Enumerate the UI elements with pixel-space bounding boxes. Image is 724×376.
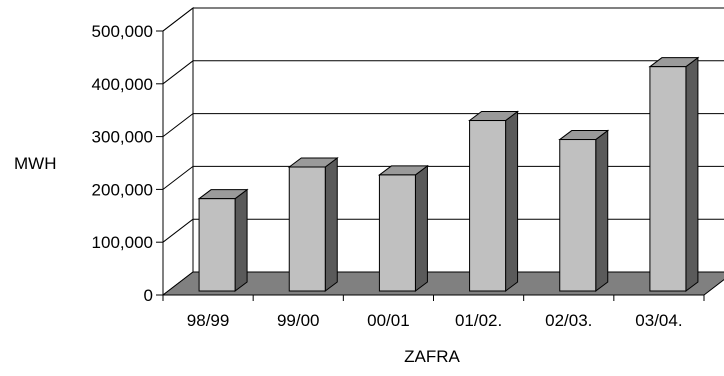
x-tick-label: 00/01 [367,311,410,330]
bar [558,129,610,292]
gridline-wall [162,166,194,190]
y-axis-title: MWH [14,154,56,173]
bar-front [198,198,236,292]
x-tick-label: 03/04. [635,311,682,330]
bar [377,164,429,292]
bar [197,188,249,292]
y-tick-label: 400,000 [92,75,153,94]
bar-front [378,174,416,292]
bar [648,56,700,292]
x-axis-tick-labels: 98/99 99/00 00/01 01/02. 02/03. 03/04. [187,311,683,330]
x-tick-label: 01/02. [455,311,502,330]
y-tick-label: 100,000 [92,233,153,252]
x-tick-label: 98/99 [187,311,230,330]
x-tick-label: 02/03. [545,311,592,330]
bar-side [685,56,699,292]
gridline-wall [162,113,194,137]
bars [197,56,700,293]
gridline-wall [162,218,194,243]
y-tick-label: 300,000 [92,128,153,147]
y-tick-label: 200,000 [92,180,153,199]
bar-side [595,129,609,292]
chart-walls [162,6,194,297]
left-wall [162,6,194,297]
y-axis-tick-labels: 0 100,000 200,000 300,000 400,000 500,000 [92,22,153,305]
gridlines [162,7,724,243]
bar [287,157,339,292]
x-tick-label: 99/00 [277,311,320,330]
bar-front [559,139,597,292]
bar-front [649,66,687,292]
bar [468,110,520,293]
bar-side [505,110,519,293]
x-axis-title: ZAFRA [404,347,460,366]
bar-side [234,188,248,292]
gridline-wall [162,60,194,85]
bar-side [414,164,428,292]
bar-side [324,157,338,292]
y-tick-label: 0 [144,286,153,305]
x-axis [162,294,705,301]
y-axis-ticks [156,30,164,296]
bar-front [469,120,507,292]
gridline-wall [162,7,194,32]
bar-front [288,166,326,292]
y-tick-label: 500,000 [92,22,153,41]
